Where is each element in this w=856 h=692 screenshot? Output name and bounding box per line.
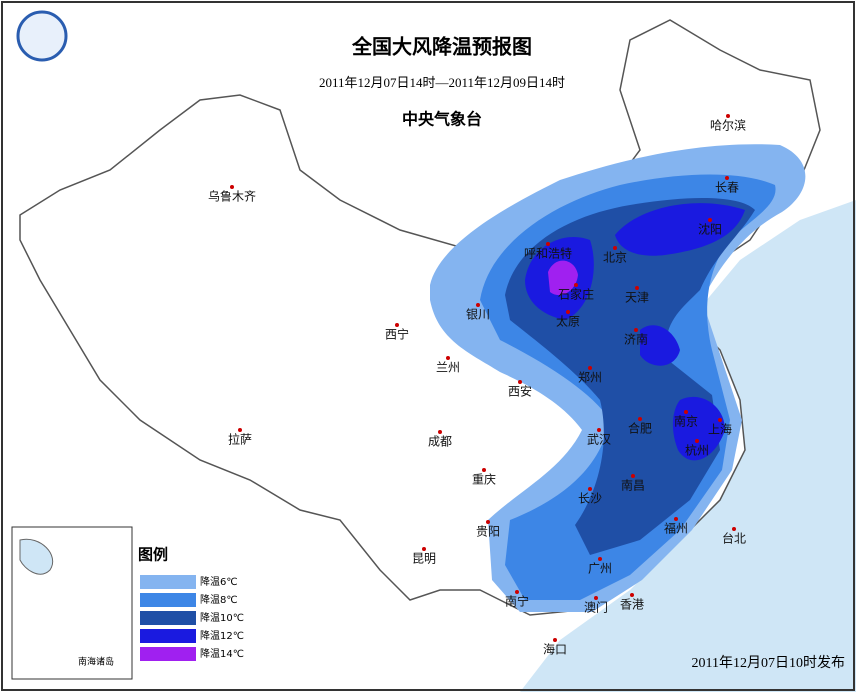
city-label: 武汉 [587, 433, 611, 447]
city-label: 银川 [466, 308, 490, 322]
zone-14 [548, 260, 578, 296]
city-dot [695, 439, 699, 443]
city-label: 海口 [543, 642, 567, 657]
city-label: 沈阳 [698, 222, 722, 237]
city-label: 长沙 [578, 492, 602, 506]
city-label: 广州 [588, 562, 612, 576]
legend-label: 降温10℃ [200, 611, 244, 624]
city-label: 香港 [620, 598, 644, 612]
city-label: 天津 [625, 291, 649, 305]
city-dot [635, 286, 639, 290]
city-dot [476, 303, 480, 307]
city-label: 郑州 [578, 370, 602, 385]
city-dot [546, 242, 550, 246]
city-dot [634, 328, 638, 332]
city-label: 成都 [428, 435, 452, 449]
legend-swatch [140, 593, 196, 607]
city-label: 长春 [715, 181, 739, 195]
city-label: 北京 [603, 251, 627, 265]
issuer: 中央气象台 [402, 110, 482, 129]
city-label: 上海 [708, 422, 732, 437]
city-label: 福州 [664, 521, 688, 536]
city-dot [238, 428, 242, 432]
city-dot [708, 218, 712, 222]
city-dot [515, 590, 519, 594]
city-dot [725, 176, 729, 180]
city-label: 乌鲁木齐 [208, 189, 256, 204]
legend-swatch [140, 629, 196, 643]
logo [16, 10, 68, 62]
city-dot [726, 114, 730, 118]
sea [520, 200, 856, 692]
legend-swatch [140, 647, 196, 661]
city-dot [597, 428, 601, 432]
inset-coast [19, 538, 54, 575]
city-label: 重庆 [472, 473, 496, 487]
legend-label: 降温14℃ [200, 647, 244, 660]
legend-label: 降温12℃ [200, 629, 244, 642]
city-dot [566, 310, 570, 314]
city-dot [230, 185, 234, 189]
city-dot [446, 356, 450, 360]
city-dot [395, 323, 399, 327]
city-dot [718, 418, 722, 422]
city-dot [588, 366, 592, 370]
legend: 降温6℃ 降温8℃ 降温10℃ 降温12℃ 降温14℃ [140, 575, 244, 661]
city-dot [588, 487, 592, 491]
city-dot [594, 596, 598, 600]
legend-label: 降温8℃ [200, 593, 238, 606]
city-label: 拉萨 [228, 432, 252, 447]
zone-12 [525, 203, 745, 461]
city-dot [598, 557, 602, 561]
city-label: 合肥 [628, 421, 652, 436]
legend-swatch [140, 575, 196, 589]
legend-title: 图例 [138, 546, 168, 564]
city-dot [638, 417, 642, 421]
city-dot [553, 638, 557, 642]
city-label: 杭州 [685, 443, 709, 458]
city-dot [518, 380, 522, 384]
city-dot [613, 246, 617, 250]
legend-label: 降温6℃ [200, 575, 238, 588]
city-dot [684, 410, 688, 414]
city-label: 太原 [556, 314, 580, 329]
city-label: 昆明 [412, 552, 436, 566]
city-label: 石家庄 [558, 287, 594, 302]
city-label: 贵阳 [476, 525, 500, 539]
city-label: 兰州 [436, 361, 460, 375]
footer: 2011年12月07日10时发布 [692, 655, 845, 671]
city-label: 呼和浩特 [524, 246, 572, 261]
city-label: 南昌 [621, 478, 645, 493]
city-label: 南京 [674, 414, 698, 429]
city-dot [732, 527, 736, 531]
city-dot [486, 520, 490, 524]
inset-label: 南海诸岛 [78, 656, 114, 668]
title: 全国大风降温预报图 [351, 35, 532, 59]
city-label: 南宁 [505, 594, 529, 609]
city-label: 西安 [508, 384, 532, 399]
city-dot [630, 593, 634, 597]
city-label: 西宁 [385, 327, 409, 342]
city-dot [631, 474, 635, 478]
city-dot [422, 547, 426, 551]
city-dot [482, 468, 486, 472]
city-label: 台北 [722, 531, 746, 546]
subtitle: 2011年12月07日14时—2011年12月09日14时 [319, 75, 565, 90]
city-label: 济南 [624, 332, 648, 347]
city-label: 澳门 [584, 600, 608, 615]
city-dot [574, 283, 578, 287]
city-label: 哈尔滨 [710, 118, 746, 133]
legend-swatch [140, 611, 196, 625]
city-dot [438, 430, 442, 434]
city-dot [674, 517, 678, 521]
